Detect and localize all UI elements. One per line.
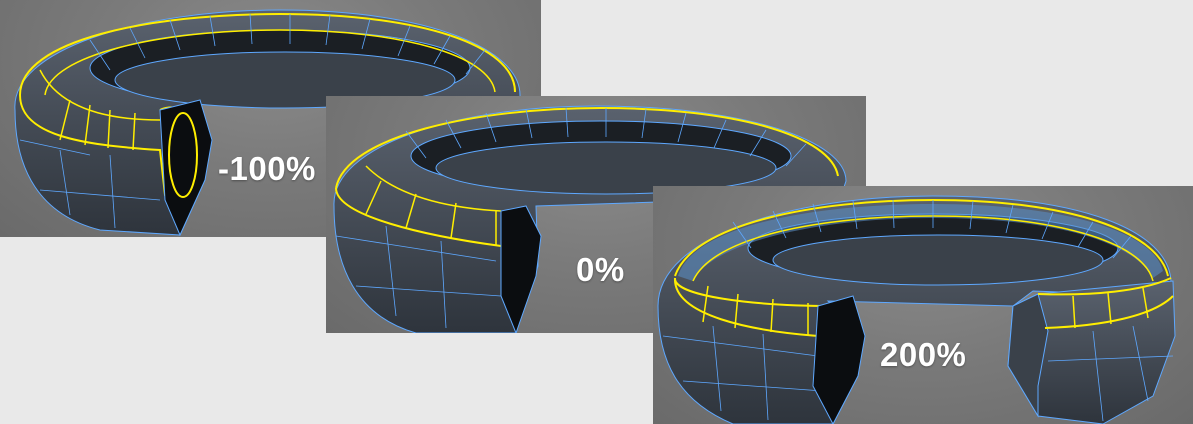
- bevel-label-positive-200: 200%: [880, 336, 966, 374]
- bevel-label-zero: 0%: [576, 251, 625, 289]
- bevel-label-negative-100: -100%: [218, 150, 316, 188]
- viewport-panel-positive-200: 200%: [653, 186, 1193, 424]
- torus-model-positive-200: [653, 186, 1193, 424]
